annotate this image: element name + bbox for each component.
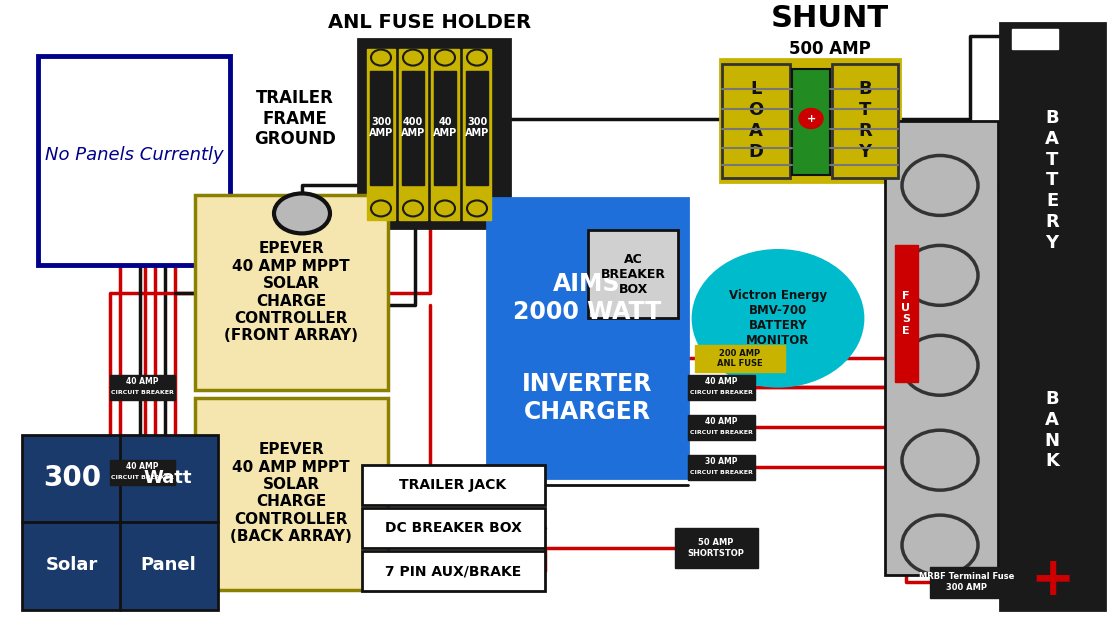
Bar	[930, 567, 1005, 598]
Bar	[675, 528, 758, 568]
Text: +: +	[806, 113, 815, 123]
Text: Watt: Watt	[143, 469, 193, 487]
Ellipse shape	[371, 50, 391, 66]
Text: 300
AMP: 300 AMP	[368, 117, 393, 139]
Bar	[688, 375, 755, 400]
Bar	[688, 455, 755, 480]
Text: 40
AMP: 40 AMP	[432, 117, 457, 139]
Text: 7 PIN AUX/BRAKE: 7 PIN AUX/BRAKE	[385, 564, 521, 578]
Ellipse shape	[902, 515, 978, 575]
Text: CIRCUIT BREAKER: CIRCUIT BREAKER	[690, 430, 753, 435]
Text: 300: 300	[43, 464, 101, 492]
Text: AC
BREAKER
BOX: AC BREAKER BOX	[600, 253, 665, 296]
Bar	[402, 71, 424, 185]
Text: F
U
S
E: F U S E	[902, 291, 911, 336]
Text: 40 AMP: 40 AMP	[706, 377, 738, 386]
Text: EPEVER
40 AMP MPPT
SOLAR
CHARGE
CONTROLLER
(BACK ARRAY): EPEVER 40 AMP MPPT SOLAR CHARGE CONTROLL…	[230, 442, 352, 544]
Text: B
A
N
K: B A N K	[1045, 390, 1060, 471]
Text: 40 AMP: 40 AMP	[127, 462, 159, 471]
Ellipse shape	[902, 430, 978, 490]
Ellipse shape	[403, 200, 423, 217]
Bar	[722, 64, 790, 178]
Ellipse shape	[274, 193, 330, 233]
Bar	[885, 120, 998, 575]
Bar	[370, 71, 392, 185]
Text: 40 AMP: 40 AMP	[127, 377, 159, 386]
Text: +: +	[1030, 554, 1074, 606]
Bar	[588, 231, 678, 318]
Text: CIRCUIT BREAKER: CIRCUIT BREAKER	[111, 390, 174, 395]
Bar	[688, 415, 755, 440]
Ellipse shape	[371, 200, 391, 217]
Bar	[832, 64, 898, 178]
Bar	[435, 71, 456, 185]
Text: AIMS
2000 WATT: AIMS 2000 WATT	[513, 272, 661, 324]
Text: CIRCUIT BREAKER: CIRCUIT BREAKER	[111, 475, 174, 480]
Bar	[38, 55, 230, 265]
Text: L
O
A
D: L O A D	[748, 80, 764, 161]
Bar	[487, 198, 688, 478]
Ellipse shape	[435, 200, 455, 217]
Text: CIRCUIT BREAKER: CIRCUIT BREAKER	[690, 470, 753, 475]
Ellipse shape	[902, 156, 978, 215]
Ellipse shape	[467, 200, 487, 217]
Bar	[431, 49, 459, 220]
Text: 500 AMP: 500 AMP	[790, 40, 871, 57]
Bar	[195, 398, 388, 590]
Text: 400
AMP: 400 AMP	[401, 117, 426, 139]
Text: Victron Energy
BMV-700
BATTERY
MONITOR: Victron Energy BMV-700 BATTERY MONITOR	[729, 289, 827, 347]
Bar	[367, 49, 395, 220]
Text: EPEVER
40 AMP MPPT
SOLAR
CHARGE
CONTROLLER
(FRONT ARRAY): EPEVER 40 AMP MPPT SOLAR CHARGE CONTROLL…	[224, 241, 358, 343]
Bar	[1012, 28, 1058, 49]
Bar	[720, 59, 900, 183]
Text: 30 AMP: 30 AMP	[706, 457, 738, 466]
Bar	[792, 69, 830, 176]
Ellipse shape	[902, 335, 978, 395]
Text: 300
AMP: 300 AMP	[465, 117, 489, 139]
Ellipse shape	[403, 50, 423, 66]
Text: DC BREAKER BOX: DC BREAKER BOX	[384, 521, 522, 535]
Text: B
T
R
Y: B T R Y	[858, 80, 871, 161]
Bar	[362, 465, 545, 505]
Text: CIRCUIT BREAKER: CIRCUIT BREAKER	[690, 390, 753, 395]
Bar	[895, 246, 918, 382]
Text: No Panels Currently: No Panels Currently	[45, 147, 223, 164]
Bar	[463, 49, 491, 220]
Text: MRBF Terminal Fuse
300 AMP: MRBF Terminal Fuse 300 AMP	[920, 572, 1015, 592]
Bar	[696, 345, 785, 372]
Text: 50 AMP
SHORTSTOP: 50 AMP SHORTSTOP	[688, 539, 745, 558]
Ellipse shape	[467, 50, 487, 66]
Bar	[110, 375, 175, 400]
Text: Panel: Panel	[140, 556, 196, 574]
Text: TRAILER JACK: TRAILER JACK	[400, 478, 506, 492]
Ellipse shape	[799, 108, 823, 129]
Ellipse shape	[435, 50, 455, 66]
Text: ANL FUSE HOLDER: ANL FUSE HOLDER	[328, 13, 532, 32]
Ellipse shape	[693, 250, 864, 386]
Ellipse shape	[902, 246, 978, 306]
Bar	[362, 508, 545, 548]
Bar	[466, 71, 488, 185]
Bar	[362, 551, 545, 591]
Text: SHUNT: SHUNT	[771, 4, 889, 33]
Bar	[110, 460, 175, 485]
Bar	[22, 435, 218, 610]
Text: 200 AMP
ANL FUSE: 200 AMP ANL FUSE	[717, 348, 763, 368]
Bar	[399, 49, 427, 220]
Text: Solar: Solar	[46, 556, 99, 574]
Bar	[1000, 23, 1105, 610]
Text: TRAILER
FRAME
GROUND: TRAILER FRAME GROUND	[254, 89, 336, 148]
Text: B
A
T
T
E
R
Y: B A T T E R Y	[1045, 109, 1058, 252]
Bar	[358, 38, 510, 229]
Text: INVERTER
CHARGER: INVERTER CHARGER	[522, 372, 652, 424]
Bar	[195, 195, 388, 390]
Text: 40 AMP: 40 AMP	[706, 417, 738, 427]
